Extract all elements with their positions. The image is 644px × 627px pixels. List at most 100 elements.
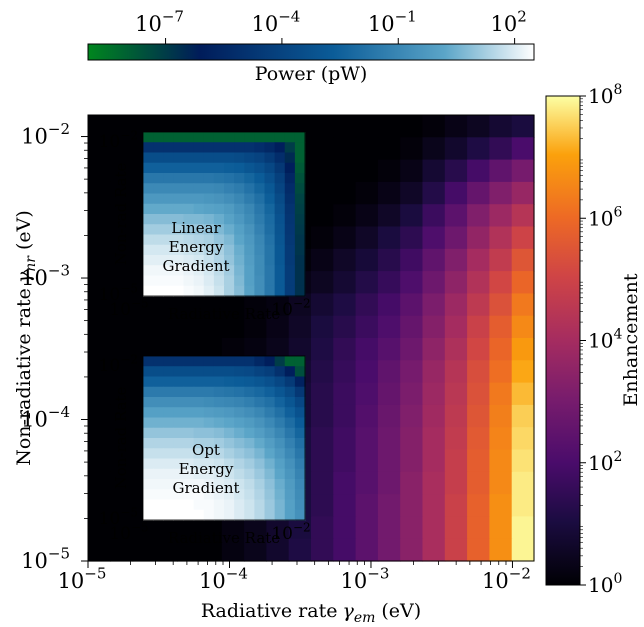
inset-opt-cell [213,417,225,429]
inset-linear-cell [274,173,286,184]
inset-linear-cell [203,265,215,277]
power-tick-label: 10−4 [251,8,300,36]
main-heatmap-cell [355,538,379,562]
inset-linear-cell [224,275,235,287]
inset-opt-cell [183,448,195,460]
main-heatmap-cell [355,382,379,406]
inset-linear-cell [193,162,205,174]
main-y-tick-label: 10−2 [21,120,70,148]
power-tick-label: 102 [490,8,526,36]
inset-linear-cell [254,132,266,143]
inset-opt-cell [294,499,306,511]
main-heatmap-cell [110,271,134,294]
main-heatmap-cell [422,360,446,384]
inset-linear-cell [274,142,286,154]
inset-linear-cell [193,214,205,225]
main-y-tick-label-exponent: −2 [48,120,70,138]
main-heatmap-cell [400,293,424,317]
inset-opt-cell [264,407,276,419]
inset-linear-cell [244,234,255,246]
inset-linear-cell [254,152,266,164]
inset-opt-cell [153,468,164,480]
power-tick-label: 10−1 [368,8,417,36]
main-x-tick-label-exponent: −2 [509,565,531,583]
inset-opt-label-line-3: Gradient [172,479,239,497]
main-heatmap-cell [88,427,111,451]
inset-opt-cell [254,407,266,419]
inset-opt-cell [224,499,235,511]
inset-opt-cell [254,479,266,490]
enhancement-tick-label-exponent: 0 [613,571,622,587]
inset-linear-cell [234,142,245,154]
inset-linear-cell [264,132,276,143]
main-heatmap-cell [511,404,535,428]
inset-opt-cell [294,356,306,367]
inset-linear-cell [254,275,266,287]
main-heatmap-cell [400,360,424,384]
main-heatmap-cell [422,382,446,406]
inset-linear-cell [143,162,154,174]
inset-opt-cell [234,479,245,490]
inset-linear-cell [203,224,215,236]
main-heatmap-cell [110,226,134,250]
inset-linear-cell [213,142,225,154]
inset-opt-cell [173,489,185,501]
main-heatmap-cell [355,449,379,473]
main-heatmap-cell [444,360,468,384]
inset-linear-y-tick-label: 10−2 [99,128,138,152]
inset-linear-cell [183,224,195,236]
inset-linear-cell [254,173,266,184]
main-x-tick-label: 10−5 [58,565,107,593]
inset-linear-cell [153,152,164,164]
main-heatmap-cell [377,226,401,250]
main-heatmap-cell [444,338,468,361]
inset-linear-y-axis-title: Non-rad Rate [112,162,130,265]
main-heatmap-cell [177,293,201,317]
main-heatmap-cell [266,538,290,562]
inset-opt-cell [163,366,174,378]
inset-opt-cell [153,386,164,398]
inset-opt-cell [274,468,286,480]
main-heatmap-cell [88,137,111,161]
inset-opt-cells [143,356,306,521]
main-heatmap-cell [400,427,424,451]
inset-opt-cell [163,356,174,367]
inset-linear-cell [294,224,306,236]
inset-opt-cell [264,356,276,367]
inset-linear-cell [294,162,306,174]
main-heatmap-cell [311,427,334,451]
main-heatmap-cell [132,516,156,540]
main-heatmap-cell [333,471,357,495]
inset-opt-cell [294,417,306,429]
inset-opt-cell [254,458,266,470]
inset-opt-cell [244,438,255,449]
main-heatmap-cell [511,360,535,384]
inset-opt-cell [163,448,174,460]
inset-linear-cell [193,173,205,184]
inset-linear-cell [193,132,205,143]
inset-opt-cell [193,366,205,378]
inset-linear-cell [244,193,255,205]
main-heatmap-cell [333,382,357,406]
main-heatmap-cell [467,449,490,473]
inset-linear-cell [244,224,255,236]
inset-opt-cell [203,397,215,408]
inset-linear-cell [163,255,174,266]
inset-linear-cell [183,162,195,174]
inset-linear-cell [213,173,225,184]
inset-linear-cell [153,162,164,174]
main-heatmap-cell [467,360,490,384]
inset-opt-cell [163,427,174,439]
main-heatmap-cell [377,404,401,428]
inset-opt-cell [264,509,276,521]
main-heatmap-cell [489,427,513,451]
main-heatmap-cell [400,315,424,339]
main-heatmap-cell [444,159,468,183]
inset-linear-cell [284,275,296,287]
inset-linear-cell [183,142,195,154]
main-heatmap-cell [355,293,379,317]
inset-opt-cell [203,499,215,511]
inset-opt-cell [213,458,225,470]
power-colorbar: 10−7 10−4 10−1 102 Power (pW) [87,8,535,85]
enhancement-tick-label: 104 [588,327,622,353]
